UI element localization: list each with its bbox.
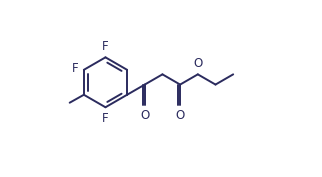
- Text: F: F: [102, 39, 109, 53]
- Text: O: O: [175, 109, 185, 122]
- Text: F: F: [102, 112, 109, 125]
- Text: O: O: [140, 109, 149, 122]
- Text: F: F: [72, 62, 79, 75]
- Text: O: O: [194, 57, 203, 70]
